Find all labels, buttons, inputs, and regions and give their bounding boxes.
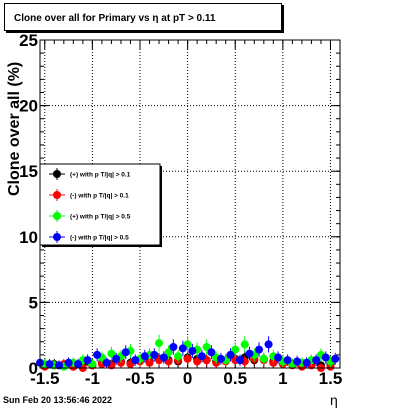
data-point bbox=[169, 343, 178, 352]
data-point bbox=[226, 350, 235, 359]
data-point bbox=[255, 345, 264, 354]
data-point bbox=[216, 354, 225, 363]
y-tick-label: 0 bbox=[29, 359, 38, 378]
y-tick-label: 15 bbox=[19, 162, 38, 181]
legend-label: (-) with p T/|q| > 0.5 bbox=[70, 235, 129, 242]
data-point bbox=[245, 349, 254, 358]
legend-box bbox=[39, 163, 161, 246]
data-point bbox=[112, 354, 121, 363]
y-tick-label: 20 bbox=[19, 97, 38, 116]
data-point bbox=[293, 357, 302, 366]
y-tick-label: 5 bbox=[29, 293, 38, 312]
y-tick-label: 10 bbox=[19, 228, 38, 247]
data-point bbox=[197, 352, 206, 361]
data-point bbox=[93, 350, 102, 359]
data-point bbox=[240, 340, 249, 349]
data-point bbox=[188, 346, 197, 355]
data-point bbox=[312, 356, 321, 365]
legend-marker bbox=[53, 212, 61, 220]
data-point bbox=[274, 353, 283, 362]
data-point bbox=[107, 349, 116, 358]
data-point bbox=[159, 353, 168, 362]
legend: (+) with p T/|q| > 0.1 (-) with p T/|q| >… bbox=[39, 163, 162, 247]
data-point bbox=[264, 340, 273, 349]
data-point bbox=[45, 360, 54, 369]
data-point bbox=[202, 343, 211, 352]
timestamp-footer: Sun Feb 20 13:56:46 2022 bbox=[3, 395, 113, 405]
y-axis-label: Clone over all (%) bbox=[6, 61, 23, 196]
x-axis-label: η bbox=[330, 392, 338, 408]
data-point bbox=[207, 348, 216, 357]
data-point bbox=[178, 344, 187, 353]
data-point bbox=[236, 356, 244, 365]
x-tick-label: -1 bbox=[85, 369, 100, 388]
data-point bbox=[121, 348, 130, 357]
x-tick-label: 0.5 bbox=[223, 369, 247, 388]
data-point bbox=[102, 358, 111, 367]
data-point bbox=[174, 352, 183, 361]
data-point bbox=[302, 358, 311, 367]
data-point bbox=[283, 356, 292, 365]
data-point bbox=[269, 358, 278, 367]
data-point bbox=[183, 354, 192, 363]
chart-title: Clone over all for Primary vs η at pT > … bbox=[14, 13, 216, 24]
data-point bbox=[331, 354, 340, 363]
data-point bbox=[164, 348, 173, 357]
legend-label: (+) with p T/|q| > 0.1 bbox=[70, 172, 131, 179]
x-tick-label: -1.5 bbox=[30, 369, 59, 388]
legend-marker bbox=[53, 233, 61, 241]
x-tick-label: 0 bbox=[183, 369, 192, 388]
title-box: Clone over all for Primary vs η at pT > … bbox=[4, 3, 282, 31]
series-4 bbox=[36, 336, 340, 370]
data-points bbox=[36, 334, 340, 372]
y-tick-label: 25 bbox=[19, 31, 38, 50]
data-point bbox=[55, 361, 64, 370]
data-point bbox=[321, 353, 330, 362]
data-point bbox=[74, 360, 83, 369]
data-point bbox=[140, 352, 149, 361]
data-point bbox=[150, 350, 159, 359]
legend-label: (-) with p T/|q| > 0.1 bbox=[70, 193, 129, 200]
data-point bbox=[193, 357, 202, 366]
data-point bbox=[155, 339, 164, 348]
x-tick-label: 1.5 bbox=[319, 369, 343, 388]
data-point bbox=[64, 358, 73, 367]
data-point bbox=[131, 356, 140, 365]
legend-marker bbox=[53, 170, 61, 178]
data-point bbox=[83, 356, 92, 365]
data-point bbox=[259, 354, 268, 363]
legend-label: (+) with p T/|q| > 0.5 bbox=[70, 214, 131, 221]
x-tick-label: -0.5 bbox=[125, 369, 154, 388]
x-tick-label: 1 bbox=[278, 369, 287, 388]
data-point bbox=[145, 358, 154, 367]
legend-marker bbox=[53, 191, 61, 199]
tick-labels: -1.5 -1 -0.5 0 0.5 1 1.5 0 5 10 15 20 25 bbox=[19, 31, 342, 388]
data-point bbox=[231, 345, 240, 354]
